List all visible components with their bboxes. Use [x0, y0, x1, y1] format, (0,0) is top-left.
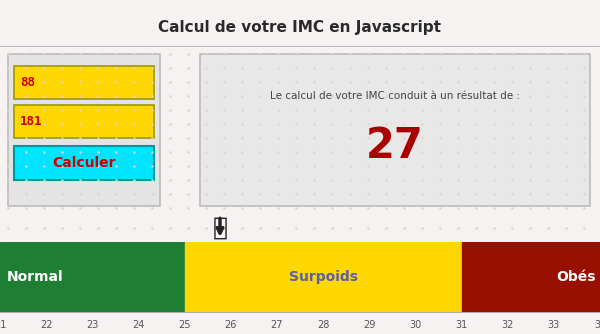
Text: 34: 34	[594, 320, 600, 330]
Text: 181: 181	[20, 115, 43, 128]
Text: Calcul de votre IMC en Javascript: Calcul de votre IMC en Javascript	[158, 20, 442, 35]
Text: 28: 28	[317, 320, 329, 330]
Text: 32: 32	[502, 320, 514, 330]
Text: ⤵: ⤵	[212, 216, 227, 239]
Bar	[185, 242, 461, 312]
Text: 27: 27	[271, 320, 283, 330]
FancyBboxPatch shape	[14, 146, 154, 180]
FancyBboxPatch shape	[200, 54, 590, 206]
Text: 27: 27	[366, 125, 424, 167]
Text: 26: 26	[224, 320, 237, 330]
Text: 23: 23	[86, 320, 98, 330]
Text: 29: 29	[363, 320, 376, 330]
Text: 30: 30	[409, 320, 422, 330]
Text: 25: 25	[178, 320, 191, 330]
Text: 24: 24	[132, 320, 145, 330]
Bar	[0, 242, 185, 312]
Text: 22: 22	[40, 320, 52, 330]
Text: 33: 33	[548, 320, 560, 330]
Bar	[461, 242, 600, 312]
Text: Surpoids: Surpoids	[289, 270, 358, 284]
FancyBboxPatch shape	[14, 66, 154, 99]
Text: Normal: Normal	[7, 270, 64, 284]
Text: Le calcul de votre IMC conduit à un résultat de :: Le calcul de votre IMC conduit à un résu…	[270, 91, 520, 101]
Text: 21: 21	[0, 320, 6, 330]
Text: Obés: Obés	[556, 270, 595, 284]
Text: 31: 31	[455, 320, 467, 330]
Text: Calculer: Calculer	[52, 156, 116, 170]
Text: 88: 88	[20, 76, 35, 89]
FancyBboxPatch shape	[8, 54, 160, 206]
FancyBboxPatch shape	[14, 105, 154, 138]
